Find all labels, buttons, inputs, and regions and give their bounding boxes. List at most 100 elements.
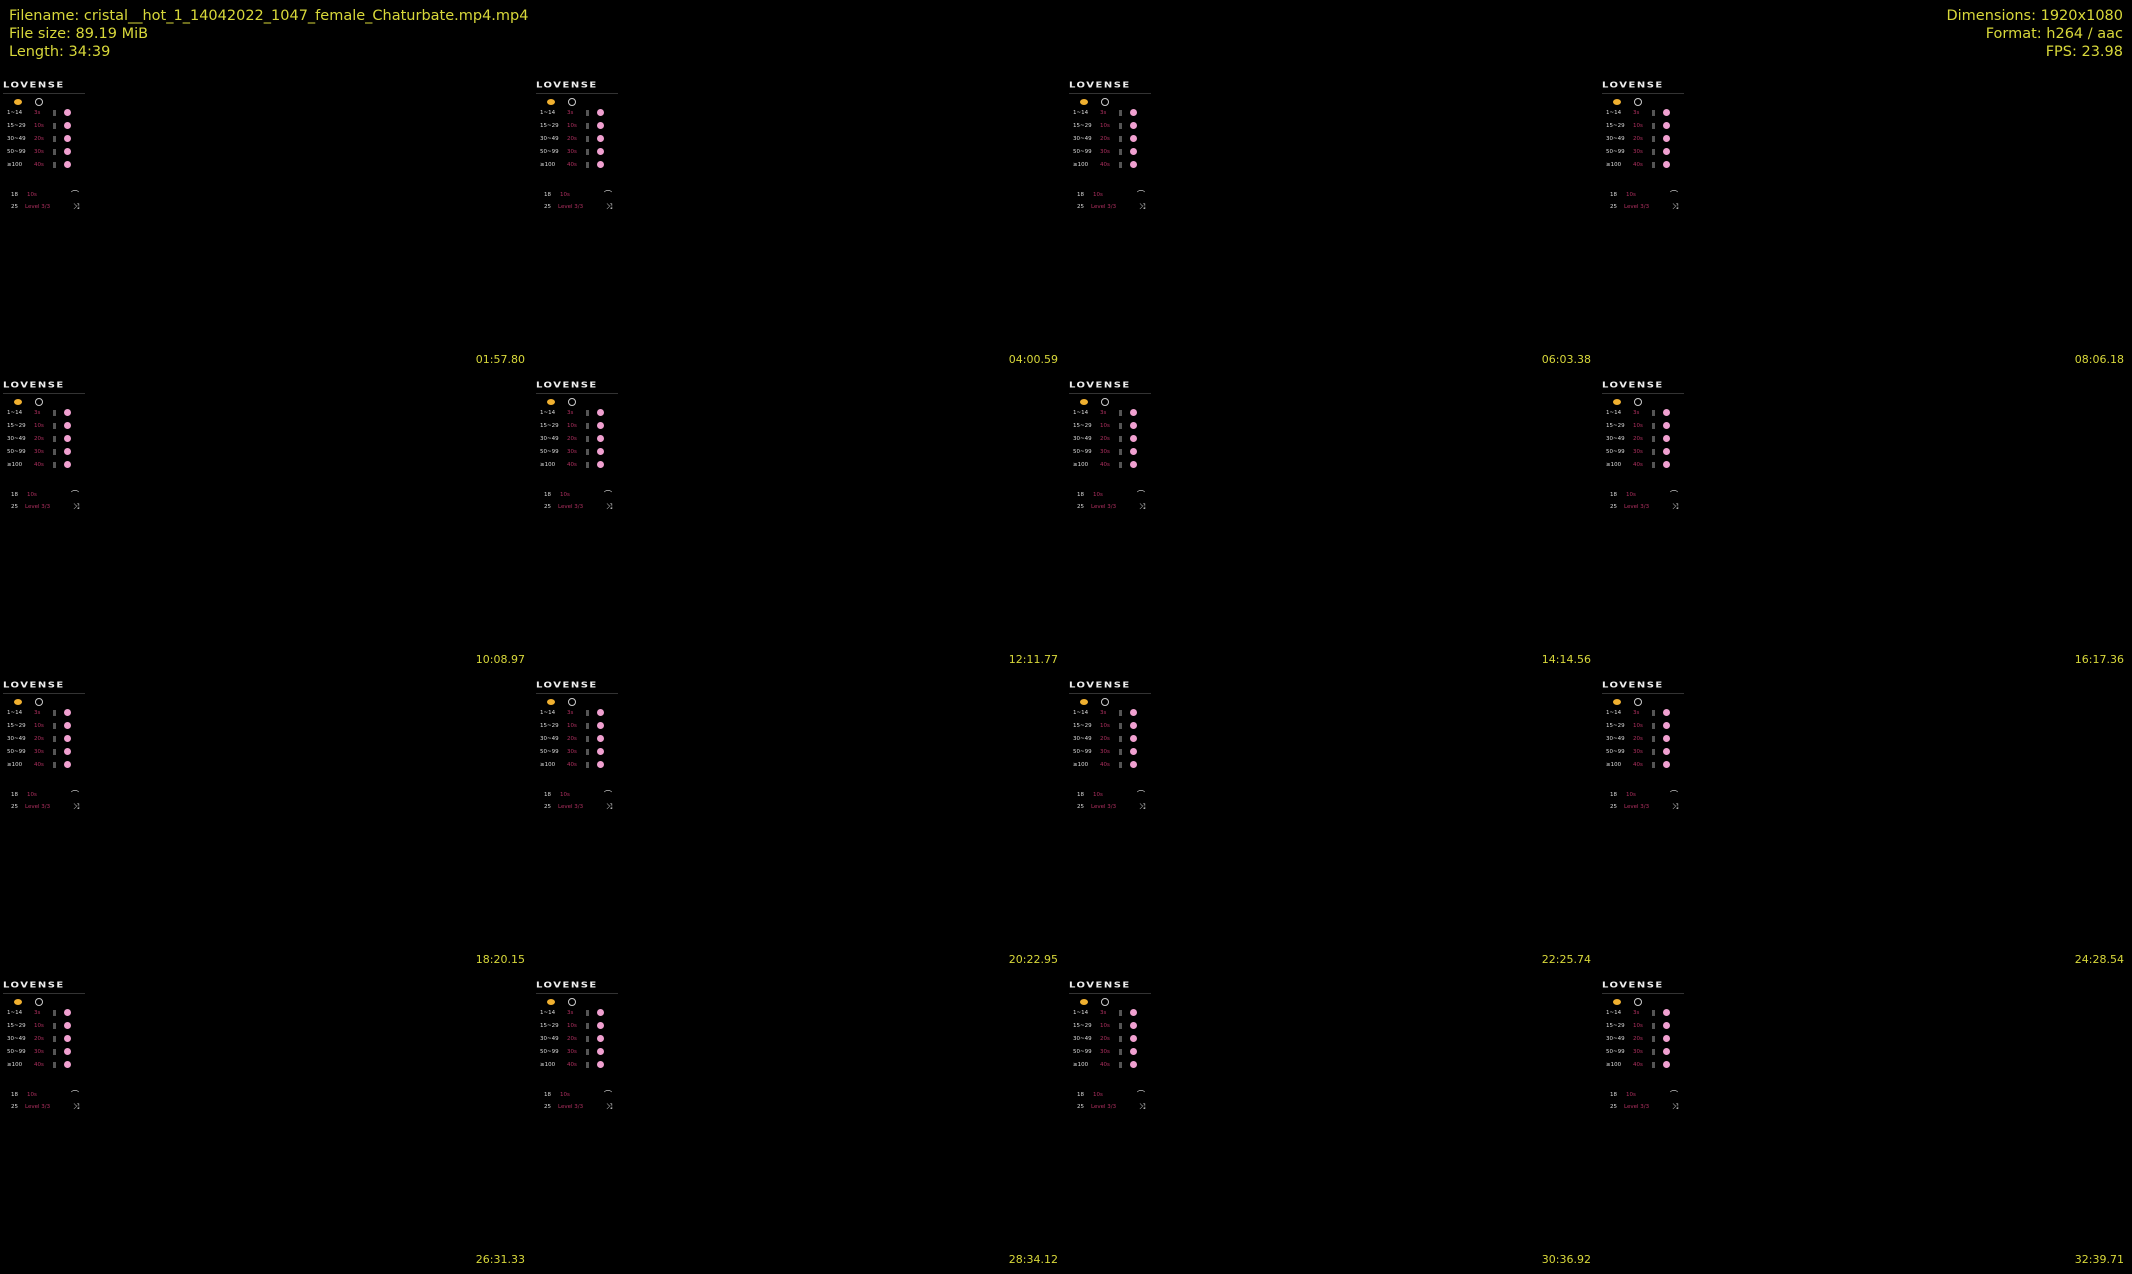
duration: 40s — [34, 762, 44, 768]
strength-icon — [1652, 1062, 1655, 1068]
duration: 10s — [1633, 723, 1643, 729]
token-range: 1~14 — [1606, 1010, 1622, 1016]
strength-icon — [1652, 749, 1655, 755]
vibe-icon — [1663, 1048, 1670, 1055]
lovense-logo: LOVENSE — [1602, 981, 1664, 990]
clock-icon — [35, 98, 43, 106]
strength-icon — [586, 123, 589, 129]
lovense-logo: LOVENSE — [3, 681, 65, 690]
level-row: 30~49 20s — [1602, 1034, 1684, 1044]
strength-icon — [1119, 449, 1122, 455]
token-range: 1~14 — [1073, 710, 1089, 716]
level-row: 50~99 30s — [3, 1047, 85, 1057]
timestamp: 22:25.74 — [1541, 953, 1591, 966]
duration: 40s — [1100, 462, 1110, 468]
level-row: ≥100 40s — [1069, 760, 1151, 770]
token-range: 1~14 — [7, 410, 23, 416]
shuffle-icon: ⤨ — [73, 802, 80, 811]
lovense-overlay: LOVENSE 1~14 3s 15~29 10s 30~49 20s 50~99 30s ≥10… — [536, 676, 618, 816]
vibe-icon — [1130, 1022, 1137, 1029]
level-row: ≥100 40s — [1069, 460, 1151, 470]
strength-icon — [586, 1036, 589, 1042]
token-range: ≥100 — [7, 462, 23, 468]
strength-icon — [1652, 462, 1655, 468]
vibe-icon — [64, 1048, 71, 1055]
shuffle-icon: ⤨ — [1139, 802, 1146, 811]
token-range: 15~29 — [1606, 723, 1625, 729]
level-row: 15~29 10s — [536, 1021, 618, 1031]
clock-icon — [1101, 698, 1109, 706]
level-row: ≥100 40s — [536, 460, 618, 470]
strength-icon — [53, 162, 56, 168]
shuffle-icon: ⤨ — [1672, 202, 1679, 211]
level-row: 30~49 20s — [1602, 734, 1684, 744]
token-range: 50~99 — [1073, 149, 1092, 155]
special-tokens: 25 — [544, 804, 551, 810]
strength-icon — [1652, 110, 1655, 116]
level-row: 15~29 10s — [1602, 1021, 1684, 1031]
vibe-icon — [64, 161, 71, 168]
strength-icon — [586, 436, 589, 442]
vibe-icon — [597, 1022, 604, 1029]
strength-icon — [1652, 149, 1655, 155]
special-tokens: 18 — [544, 492, 551, 498]
special-tokens: 18 — [1077, 1092, 1084, 1098]
token-range: 15~29 — [1606, 423, 1625, 429]
level-row: 1~14 3s — [536, 708, 618, 718]
strength-icon — [586, 1062, 589, 1068]
shuffle-icon: ⤨ — [606, 202, 613, 211]
level-row: 15~29 10s — [1069, 121, 1151, 131]
special-tokens: 25 — [544, 204, 551, 210]
wave-icon: ⌒ — [604, 1090, 612, 1099]
vibe-icon — [1130, 1035, 1137, 1042]
token-range: ≥100 — [7, 162, 23, 168]
level-row: 30~49 20s — [536, 734, 618, 744]
clock-icon — [1101, 998, 1109, 1006]
duration: 10s — [1100, 123, 1110, 129]
divider — [1602, 693, 1684, 694]
wave-icon: ⌒ — [71, 490, 79, 499]
duration: 20s — [34, 1036, 44, 1042]
clock-icon — [1634, 698, 1642, 706]
strength-icon — [1119, 1062, 1122, 1068]
duration: 40s — [567, 762, 577, 768]
duration: 30s — [34, 149, 44, 155]
duration: 20s — [1100, 436, 1110, 442]
duration: 10s — [34, 423, 44, 429]
token-range: ≥100 — [1606, 162, 1622, 168]
token-range: 50~99 — [1073, 749, 1092, 755]
wave-icon: ⌒ — [1137, 1090, 1145, 1099]
clock-icon — [568, 998, 576, 1006]
special-tokens: 18 — [11, 192, 18, 198]
wave-icon: ⌒ — [1137, 190, 1145, 199]
strength-icon — [1119, 749, 1122, 755]
divider — [3, 993, 85, 994]
duration: 40s — [1633, 1062, 1643, 1068]
vibe-icon — [64, 1009, 71, 1016]
lovense-logo: LOVENSE — [1602, 681, 1664, 690]
level-row: 50~99 30s — [1069, 147, 1151, 157]
special-value: Level 3/3 — [1091, 204, 1117, 210]
level-row: 1~14 3s — [1069, 708, 1151, 718]
special-tokens: 25 — [1610, 1104, 1617, 1110]
strength-icon — [53, 736, 56, 742]
token-range: 30~49 — [7, 436, 26, 442]
special-tokens: 25 — [1077, 1104, 1084, 1110]
duration: 10s — [34, 123, 44, 129]
vibe-icon — [1130, 735, 1137, 742]
special-tokens: 18 — [11, 492, 18, 498]
thumbnail: LOVENSE 1~14 3s 15~29 10s 30~49 20s 50~99 30s ≥10… — [1066, 372, 1599, 672]
strength-icon — [53, 449, 56, 455]
vibe-icon — [597, 435, 604, 442]
thumbnail: LOVENSE 1~14 3s 15~29 10s 30~49 20s 50~99 30s ≥10… — [533, 672, 1066, 972]
vibe-icon — [64, 735, 71, 742]
duration: 3s — [34, 110, 41, 116]
lovense-overlay: LOVENSE 1~14 3s 15~29 10s 30~49 20s 50~99 30s ≥10… — [1602, 676, 1684, 816]
token-range: 50~99 — [540, 1049, 559, 1055]
level-row: 30~49 20s — [3, 1034, 85, 1044]
level-row: 50~99 30s — [1602, 747, 1684, 757]
special-tokens: 18 — [1610, 192, 1617, 198]
divider — [3, 393, 85, 394]
divider — [1602, 393, 1684, 394]
timestamp: 16:17.36 — [2074, 653, 2124, 666]
